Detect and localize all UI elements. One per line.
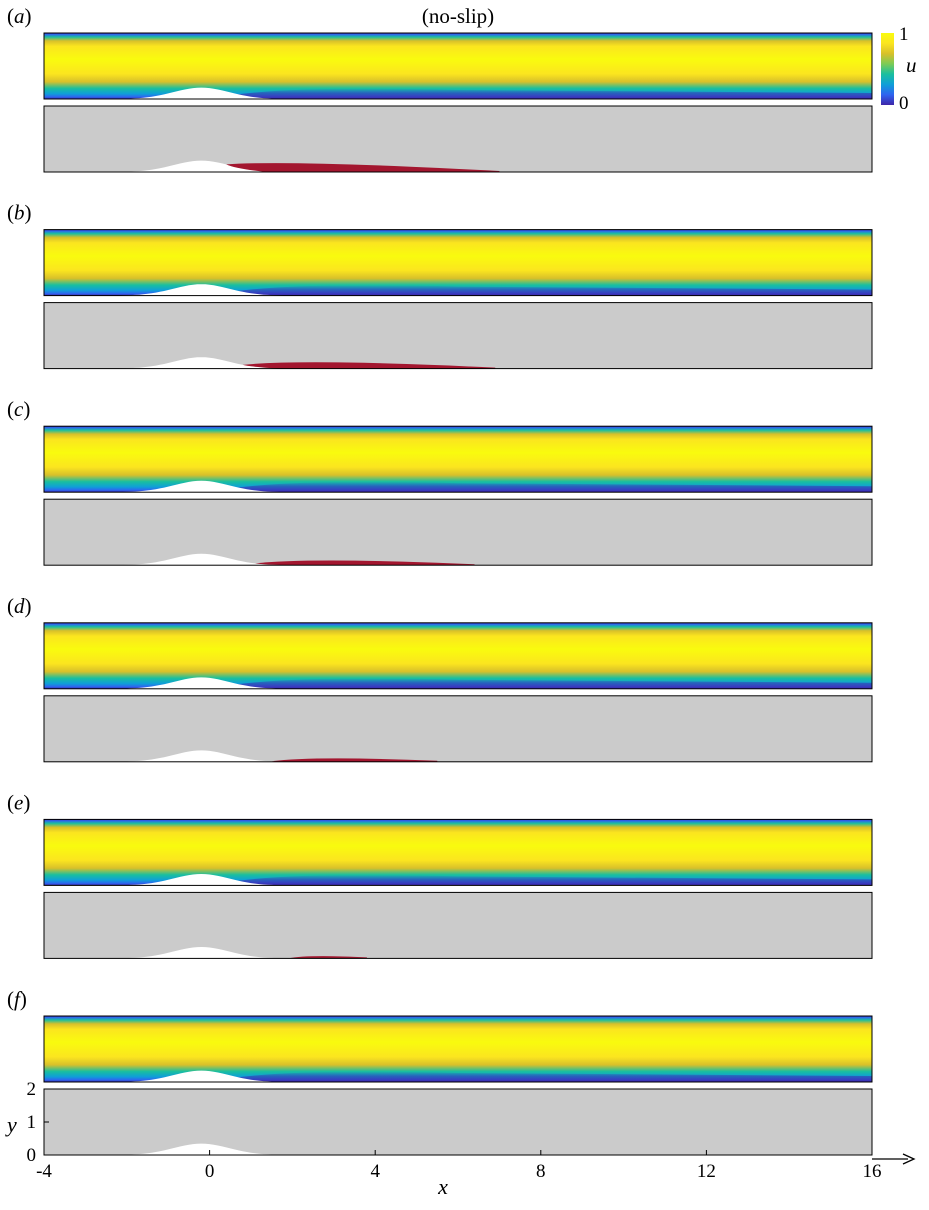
- wake-region: [217, 481, 872, 493]
- separation-mask: [44, 302, 872, 369]
- panel-label-close: ): [25, 594, 32, 618]
- wake-region: [217, 285, 872, 296]
- x-tick-labels: -4 0 4 8 12 16: [36, 1150, 882, 1182]
- wake-region: [217, 678, 872, 689]
- panel-d: (d): [7, 594, 873, 763]
- x-tick-label: 16: [863, 1161, 882, 1182]
- panel-a: (a): [7, 4, 873, 173]
- mask-frame: [43, 891, 873, 959]
- panel-label-open: (: [7, 987, 14, 1011]
- bump-mask: [44, 553, 872, 566]
- x-tick-label: 12: [697, 1161, 716, 1182]
- mask-frame: [43, 302, 873, 370]
- panel-label-open: (: [7, 790, 14, 814]
- separation-region: [226, 163, 500, 172]
- colorbar-max-label: 1: [899, 24, 909, 45]
- separation-mask: [44, 1089, 872, 1155]
- mask-frame: [43, 105, 873, 173]
- velocity-frame: [43, 425, 873, 493]
- panel-label: (d): [7, 594, 32, 618]
- panel-label-close: ): [23, 790, 30, 814]
- velocity-frame: [43, 622, 873, 690]
- velocity-frame: [43, 1015, 873, 1083]
- separation-region: [271, 758, 438, 762]
- separation-mask: [44, 695, 872, 762]
- bump-mask: [44, 357, 872, 369]
- bump: [44, 874, 872, 886]
- velocity-frame: [43, 229, 873, 297]
- panel-label: (a): [7, 4, 32, 28]
- velocity-field: [44, 229, 872, 296]
- separation-region: [242, 362, 496, 369]
- velocity-field: [44, 1016, 872, 1082]
- panel-label: (b): [7, 201, 32, 225]
- axes-group: -4 0 4 8 12 16 012 x y: [5, 1079, 916, 1199]
- panel-label-close: ): [20, 987, 27, 1011]
- y-axis-label: y: [5, 1112, 17, 1137]
- bump: [44, 677, 872, 689]
- velocity-field: [44, 819, 872, 886]
- panel-label-close: ): [25, 201, 32, 225]
- separation-mask: [44, 106, 872, 172]
- colorbar-title: u: [906, 53, 917, 77]
- separation-region: [288, 956, 367, 959]
- mask-frame: [43, 695, 873, 763]
- colorbar-gradient: [881, 33, 894, 105]
- panel-c: (c): [7, 397, 873, 566]
- colorbar-min-label: 0: [899, 93, 909, 114]
- panel-label-close: ): [25, 4, 32, 28]
- panel-label-letter: e: [14, 790, 23, 814]
- bump-mask: [44, 160, 872, 172]
- bump-mask: [44, 947, 872, 959]
- panel-label-letter: f: [14, 987, 23, 1011]
- bump-mask: [44, 750, 872, 762]
- x-tick-label: 0: [205, 1161, 215, 1182]
- panel-label-letter: a: [14, 4, 25, 28]
- x-axis-label: x: [437, 1174, 448, 1199]
- colorbar: 1 u 0: [881, 24, 917, 114]
- separation-region: [255, 560, 475, 566]
- bump: [44, 480, 872, 493]
- wake-region: [217, 874, 872, 886]
- panel-label-close: ): [23, 397, 30, 421]
- wake-region: [217, 88, 872, 99]
- separation-mask: [44, 892, 872, 959]
- bump-mask: [44, 1143, 872, 1155]
- y-tick-label: 0: [27, 1145, 37, 1166]
- panel-label-open: (: [7, 201, 14, 225]
- y-tick-label: 1: [27, 1112, 37, 1133]
- panel-label: (c): [7, 397, 30, 421]
- velocity-field: [44, 33, 872, 99]
- bump: [44, 87, 872, 99]
- velocity-field: [44, 622, 872, 689]
- x-axis-arrowhead-icon: [902, 1153, 916, 1165]
- panel-label-open: (: [7, 397, 14, 421]
- wake-region: [217, 1071, 872, 1082]
- separation-mask: [44, 499, 872, 566]
- panel-label-letter: d: [14, 594, 25, 618]
- panel-label: (e): [7, 790, 30, 814]
- y-tick-label: 2: [27, 1079, 37, 1100]
- x-tick-label: 8: [536, 1161, 546, 1182]
- velocity-frame: [43, 32, 873, 100]
- panel-e: (e): [7, 790, 873, 959]
- velocity-frame: [43, 818, 873, 886]
- x-tick-label: -4: [36, 1161, 52, 1182]
- panel-label-open: (: [7, 594, 14, 618]
- bump: [44, 1070, 872, 1082]
- bump: [44, 284, 872, 296]
- panel-label-letter: b: [14, 201, 25, 225]
- mask-frame: [43, 498, 873, 566]
- y-tick-labels: 0 1 2: [27, 1079, 49, 1166]
- panel-label-letter: c: [14, 397, 24, 421]
- x-tick-label: 4: [370, 1161, 380, 1182]
- panel-label-open: (: [7, 4, 14, 28]
- velocity-field: [44, 426, 872, 493]
- figure-title: (no-slip): [422, 4, 494, 28]
- panels-group: (a)(b)(c)(d)(e)(f): [7, 4, 873, 1156]
- panel-f: (f): [7, 987, 873, 1156]
- panel-label: (f): [7, 987, 27, 1011]
- panel-b: (b): [7, 201, 873, 370]
